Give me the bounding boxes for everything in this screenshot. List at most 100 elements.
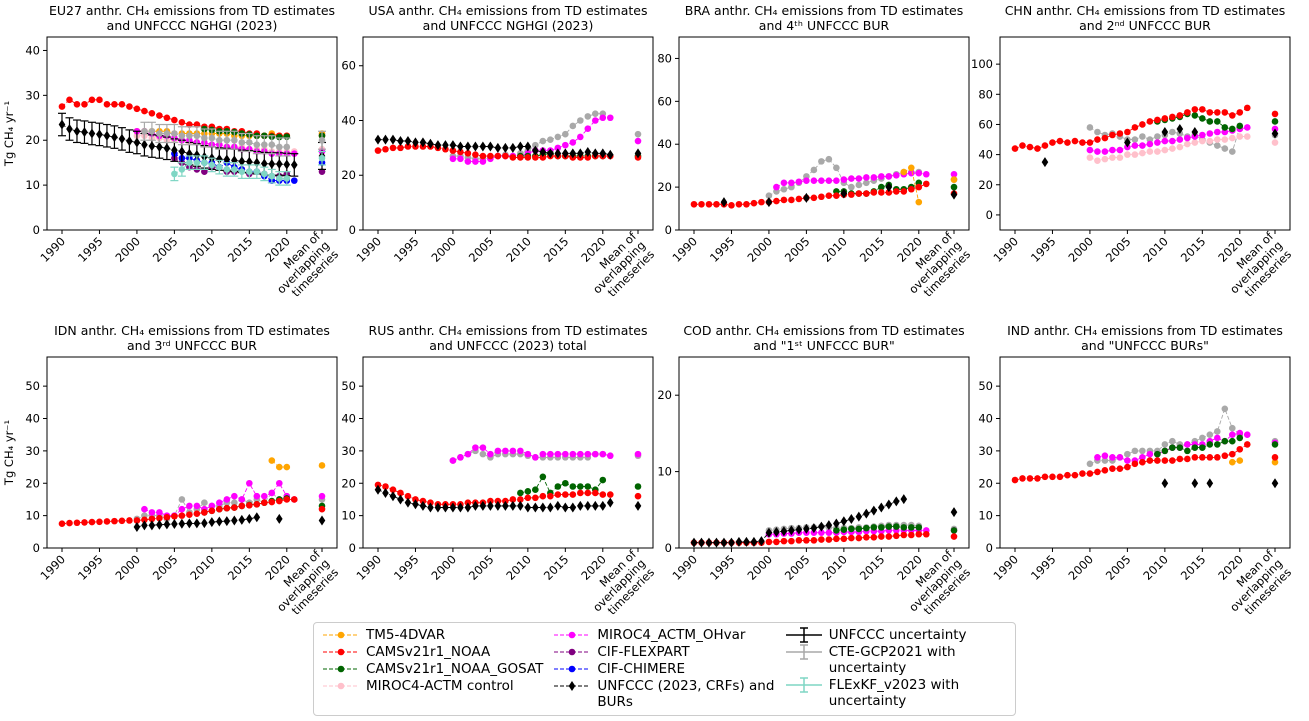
point-marker: [1109, 454, 1116, 461]
y-tick-label: 10: [978, 509, 993, 523]
point-marker: [283, 175, 291, 182]
diamond-marker: [878, 502, 885, 513]
point-marker: [870, 174, 878, 181]
diamond-marker: [66, 124, 73, 135]
point-marker: [1236, 133, 1244, 140]
series-line: [452, 117, 611, 163]
diamond-marker: [268, 159, 276, 170]
point-marker: [275, 497, 283, 505]
diamond-marker: [290, 159, 298, 170]
point-marker: [1206, 454, 1214, 461]
diamond-marker: [126, 136, 133, 147]
point-marker: [524, 488, 532, 495]
legend-icon: [554, 648, 591, 656]
diamond-marker: [208, 517, 216, 528]
point-marker: [231, 136, 238, 144]
point-marker: [863, 190, 870, 197]
point-marker: [1169, 113, 1176, 121]
point-marker: [1199, 131, 1206, 139]
point-marker: [1124, 450, 1131, 458]
diamond-marker: [1271, 478, 1279, 489]
diamond-marker: [246, 513, 253, 524]
point-marker: [907, 531, 915, 539]
point-marker: [1094, 468, 1101, 476]
point-marker: [208, 507, 216, 515]
legend-item: MIROC4-ACTM control: [320, 678, 545, 694]
point-marker: [547, 136, 554, 143]
diamond-marker: [374, 134, 382, 145]
panel-title: EU27 anthr. CH₄ emissions from TD estima…: [49, 3, 335, 18]
diamond-marker: [186, 518, 193, 529]
point-marker: [283, 496, 291, 503]
point-marker: [201, 134, 208, 142]
y-tick-label: 40: [25, 412, 40, 426]
point-marker: [1146, 148, 1154, 155]
y-tick-label: 80: [978, 87, 993, 101]
diamond-marker: [900, 494, 908, 505]
point-marker: [840, 176, 848, 183]
legend-label: CAMSv21r1_NOAA_GOSAT: [366, 661, 544, 677]
point-marker: [698, 200, 705, 208]
diamond-marker: [449, 502, 457, 513]
point-marker: [1169, 444, 1176, 451]
point-marker: [788, 196, 795, 204]
point-marker: [773, 538, 780, 546]
x-tick-label: 2005: [466, 552, 497, 583]
panel-title: COD anthr. CH₄ emissions from TD estimat…: [683, 323, 964, 338]
diamond-marker: [318, 515, 326, 526]
point-marker: [735, 200, 743, 208]
diamond-marker: [833, 518, 840, 529]
diamond-marker: [1191, 126, 1199, 137]
point-marker: [1086, 470, 1094, 477]
legend-item: UNFCCC (2023, CRFs) and BURs: [551, 678, 776, 710]
point-marker: [171, 170, 178, 178]
point-marker: [1034, 475, 1041, 482]
x-tick-label: 2010: [187, 234, 218, 265]
legend-label: CIF-CHIMERE: [597, 661, 686, 677]
point-marker: [231, 499, 238, 506]
point-marker: [223, 166, 231, 173]
point-marker: [111, 101, 118, 108]
point-marker: [1228, 458, 1236, 466]
point-marker: [1131, 447, 1139, 455]
point-marker: [885, 533, 893, 540]
point-marker: [833, 527, 840, 534]
point-marker: [397, 144, 404, 152]
y-tick-label: 30: [978, 444, 993, 458]
point-marker: [569, 648, 576, 656]
point-marker: [810, 177, 818, 184]
y-tick-label: 20: [657, 388, 672, 402]
x-tick-label: 1990: [38, 552, 69, 583]
diamond-marker: [517, 141, 524, 152]
point-marker: [825, 155, 833, 163]
point-marker: [922, 170, 930, 178]
point-marker: [922, 180, 930, 188]
diamond-marker: [275, 159, 283, 170]
point-marker: [728, 202, 735, 209]
diamond-marker: [1161, 478, 1169, 489]
y-tick-label: 50: [978, 379, 993, 393]
diamond-marker: [171, 145, 178, 156]
point-marker: [577, 133, 584, 141]
point-marker: [238, 139, 246, 146]
point-marker: [1086, 139, 1094, 146]
diamond-marker: [442, 140, 449, 151]
point-marker: [1214, 142, 1221, 149]
point-marker: [599, 491, 607, 498]
point-marker: [457, 148, 464, 156]
plot-frame: [678, 356, 970, 549]
diamond-marker: [141, 139, 148, 150]
point-marker: [178, 132, 186, 140]
legend-icon: [785, 677, 822, 693]
point-marker: [141, 505, 148, 513]
plot-frame: [678, 36, 970, 231]
diamond-marker: [532, 145, 539, 156]
legend-label: CTE-GCP2021 with uncertainty: [828, 644, 956, 676]
point-marker: [532, 494, 539, 502]
diamond-marker: [397, 136, 404, 147]
point-marker: [577, 489, 584, 497]
diamond-marker: [472, 141, 479, 152]
point-marker: [569, 665, 576, 673]
point-marker: [1214, 109, 1221, 116]
diamond-marker: [494, 142, 502, 153]
